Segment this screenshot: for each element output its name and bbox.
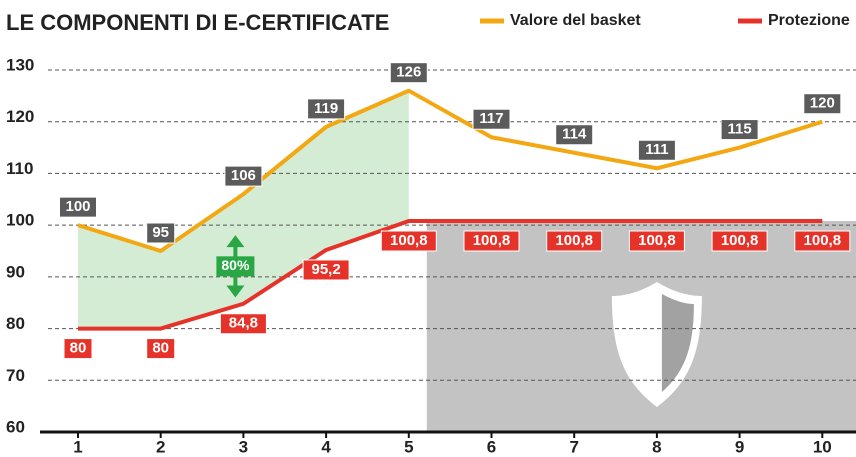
legend-label: Protezione xyxy=(768,12,850,29)
value-label: 126 xyxy=(396,64,421,81)
value-label: 95 xyxy=(152,224,169,241)
value-label: 95,2 xyxy=(311,261,340,278)
gap-area xyxy=(78,91,409,329)
value-label: 114 xyxy=(562,126,587,143)
value-label: 117 xyxy=(479,110,503,127)
y-tick-label: 120 xyxy=(6,107,34,126)
chart-title: LE COMPONENTI DI E-CERTIFICATE xyxy=(6,10,389,35)
y-tick-label: 70 xyxy=(6,366,25,385)
x-tick-label: 10 xyxy=(813,437,832,456)
x-tick-label: 3 xyxy=(239,437,248,456)
x-tick-label: 4 xyxy=(321,437,331,456)
x-tick-label: 1 xyxy=(73,437,82,456)
value-label: 115 xyxy=(727,121,751,138)
value-label: 100,8 xyxy=(721,232,759,249)
value-label: 80 xyxy=(152,340,169,357)
y-tick-label: 80 xyxy=(6,314,25,333)
value-label: 84,8 xyxy=(229,315,258,332)
value-label: 80 xyxy=(70,340,87,357)
value-label: 119 xyxy=(314,100,338,117)
chart: LE COMPONENTI DI E-CERTIFICATE 60 70 80 90 1… xyxy=(0,0,856,457)
x-tick-label: 2 xyxy=(156,437,165,456)
x-tick-label: 7 xyxy=(569,437,578,456)
y-tick-label: 110 xyxy=(6,159,33,178)
x-tick-label: 8 xyxy=(652,437,661,456)
y-tick-label: 130 xyxy=(6,55,34,74)
x-tick-label: 6 xyxy=(487,437,496,456)
value-label: 100,8 xyxy=(638,232,676,249)
value-label: 100,8 xyxy=(804,232,842,249)
value-label: 100,8 xyxy=(473,232,511,249)
value-label: 111 xyxy=(645,141,668,158)
value-label: 100 xyxy=(65,198,90,215)
value-label: 106 xyxy=(231,167,256,184)
y-tick-label: 100 xyxy=(6,211,34,230)
y-tick-label: 90 xyxy=(6,262,25,281)
x-tick-label: 5 xyxy=(404,437,413,456)
legend-label: Valore del basket xyxy=(510,12,641,29)
value-label: 120 xyxy=(810,95,835,112)
value-label: 100,8 xyxy=(555,232,593,249)
annotation: 80% xyxy=(221,257,250,273)
value-label: 100,8 xyxy=(390,232,428,249)
y-tick-label: 60 xyxy=(6,417,25,436)
x-tick-label: 9 xyxy=(735,437,744,456)
